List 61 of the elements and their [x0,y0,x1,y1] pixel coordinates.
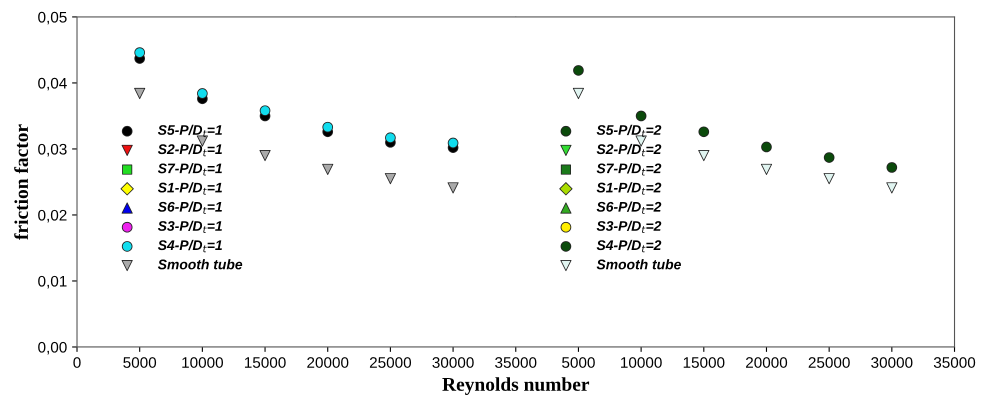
point [886,162,898,173]
point [384,173,396,184]
y-tick-label: 0,00 [38,342,67,354]
point [824,152,834,163]
legend-label: S5-P/D$_{t}$=1 [158,124,222,138]
x-tick-label: 0 [73,357,81,368]
x-tick-label: 35000 [495,357,536,368]
point [134,88,146,100]
x-tick-label: 30000 [432,357,474,368]
y-axis-title: friction factor [14,124,28,240]
legend-label: S2-P/D$_{t}$=2 [596,144,662,156]
point [322,122,334,132]
x-tick-label: 25000 [370,357,412,368]
point [573,65,584,76]
point [260,105,270,116]
point [322,164,334,175]
y-tick-label: 0,04 [38,78,67,90]
point [448,182,459,194]
y-tick-label: 0,02 [38,210,67,222]
legend-label: S5-P/D$_{t}$=2 [596,124,662,138]
y-tick-label: 0,01 [38,276,67,288]
x-tick-label: 20000 [746,357,788,368]
x-axis-title: Reynolds number [442,377,590,395]
x-tick-label: 20000 [307,357,348,368]
legend-label: S6-P/D$_{t}$=1 [158,202,222,214]
legend-label: S4-P/D$_{t}$=2 [596,240,662,252]
legend-label: Smooth tube [158,259,242,270]
point [385,132,396,144]
y-tick-label: 0,05 [38,12,67,24]
x-tick-label: 5000 [562,357,595,368]
legend-label: S1-P/D$_{t}$=2 [596,182,662,195]
x-tick-label: 15000 [244,357,286,368]
point [698,126,710,138]
point [886,182,898,194]
point [259,150,271,162]
x-tick-label: 35000 [934,357,976,368]
point [698,150,710,162]
x-tick-label: 5000 [123,357,156,368]
point [760,164,772,175]
legend-label: S7-P/D$_{t}$=2 [596,163,662,176]
legend-label: Smooth tube [596,259,681,270]
point [197,88,208,99]
legend-label: S7-P/D$_{t}$=1 [158,163,222,176]
legend-label: S1-P/D$_{t}$=1 [158,182,222,195]
x-tick-label: 25000 [808,357,850,368]
legend-label: S3-P/D$_{t}$=2 [596,220,662,234]
y-tick-label: 0,03 [38,144,67,156]
point [448,138,458,148]
x-tick-label: 30000 [871,357,912,368]
legend-label: S2-P/D$_{t}$=1 [158,144,222,156]
x-tick-label: 10000 [182,357,224,368]
x-tick-label: 10000 [621,357,662,368]
point [761,142,772,152]
point [572,88,584,100]
x-tick-label: 15000 [684,357,724,368]
point [824,173,835,184]
legend-label: S4-P/D$_{t}$=1 [158,240,222,252]
legend-label: S6-P/D$_{t}$=2 [596,202,662,214]
legend-label: S3-P/D$_{t}$=1 [158,220,222,234]
point [636,110,646,122]
point [134,47,146,58]
